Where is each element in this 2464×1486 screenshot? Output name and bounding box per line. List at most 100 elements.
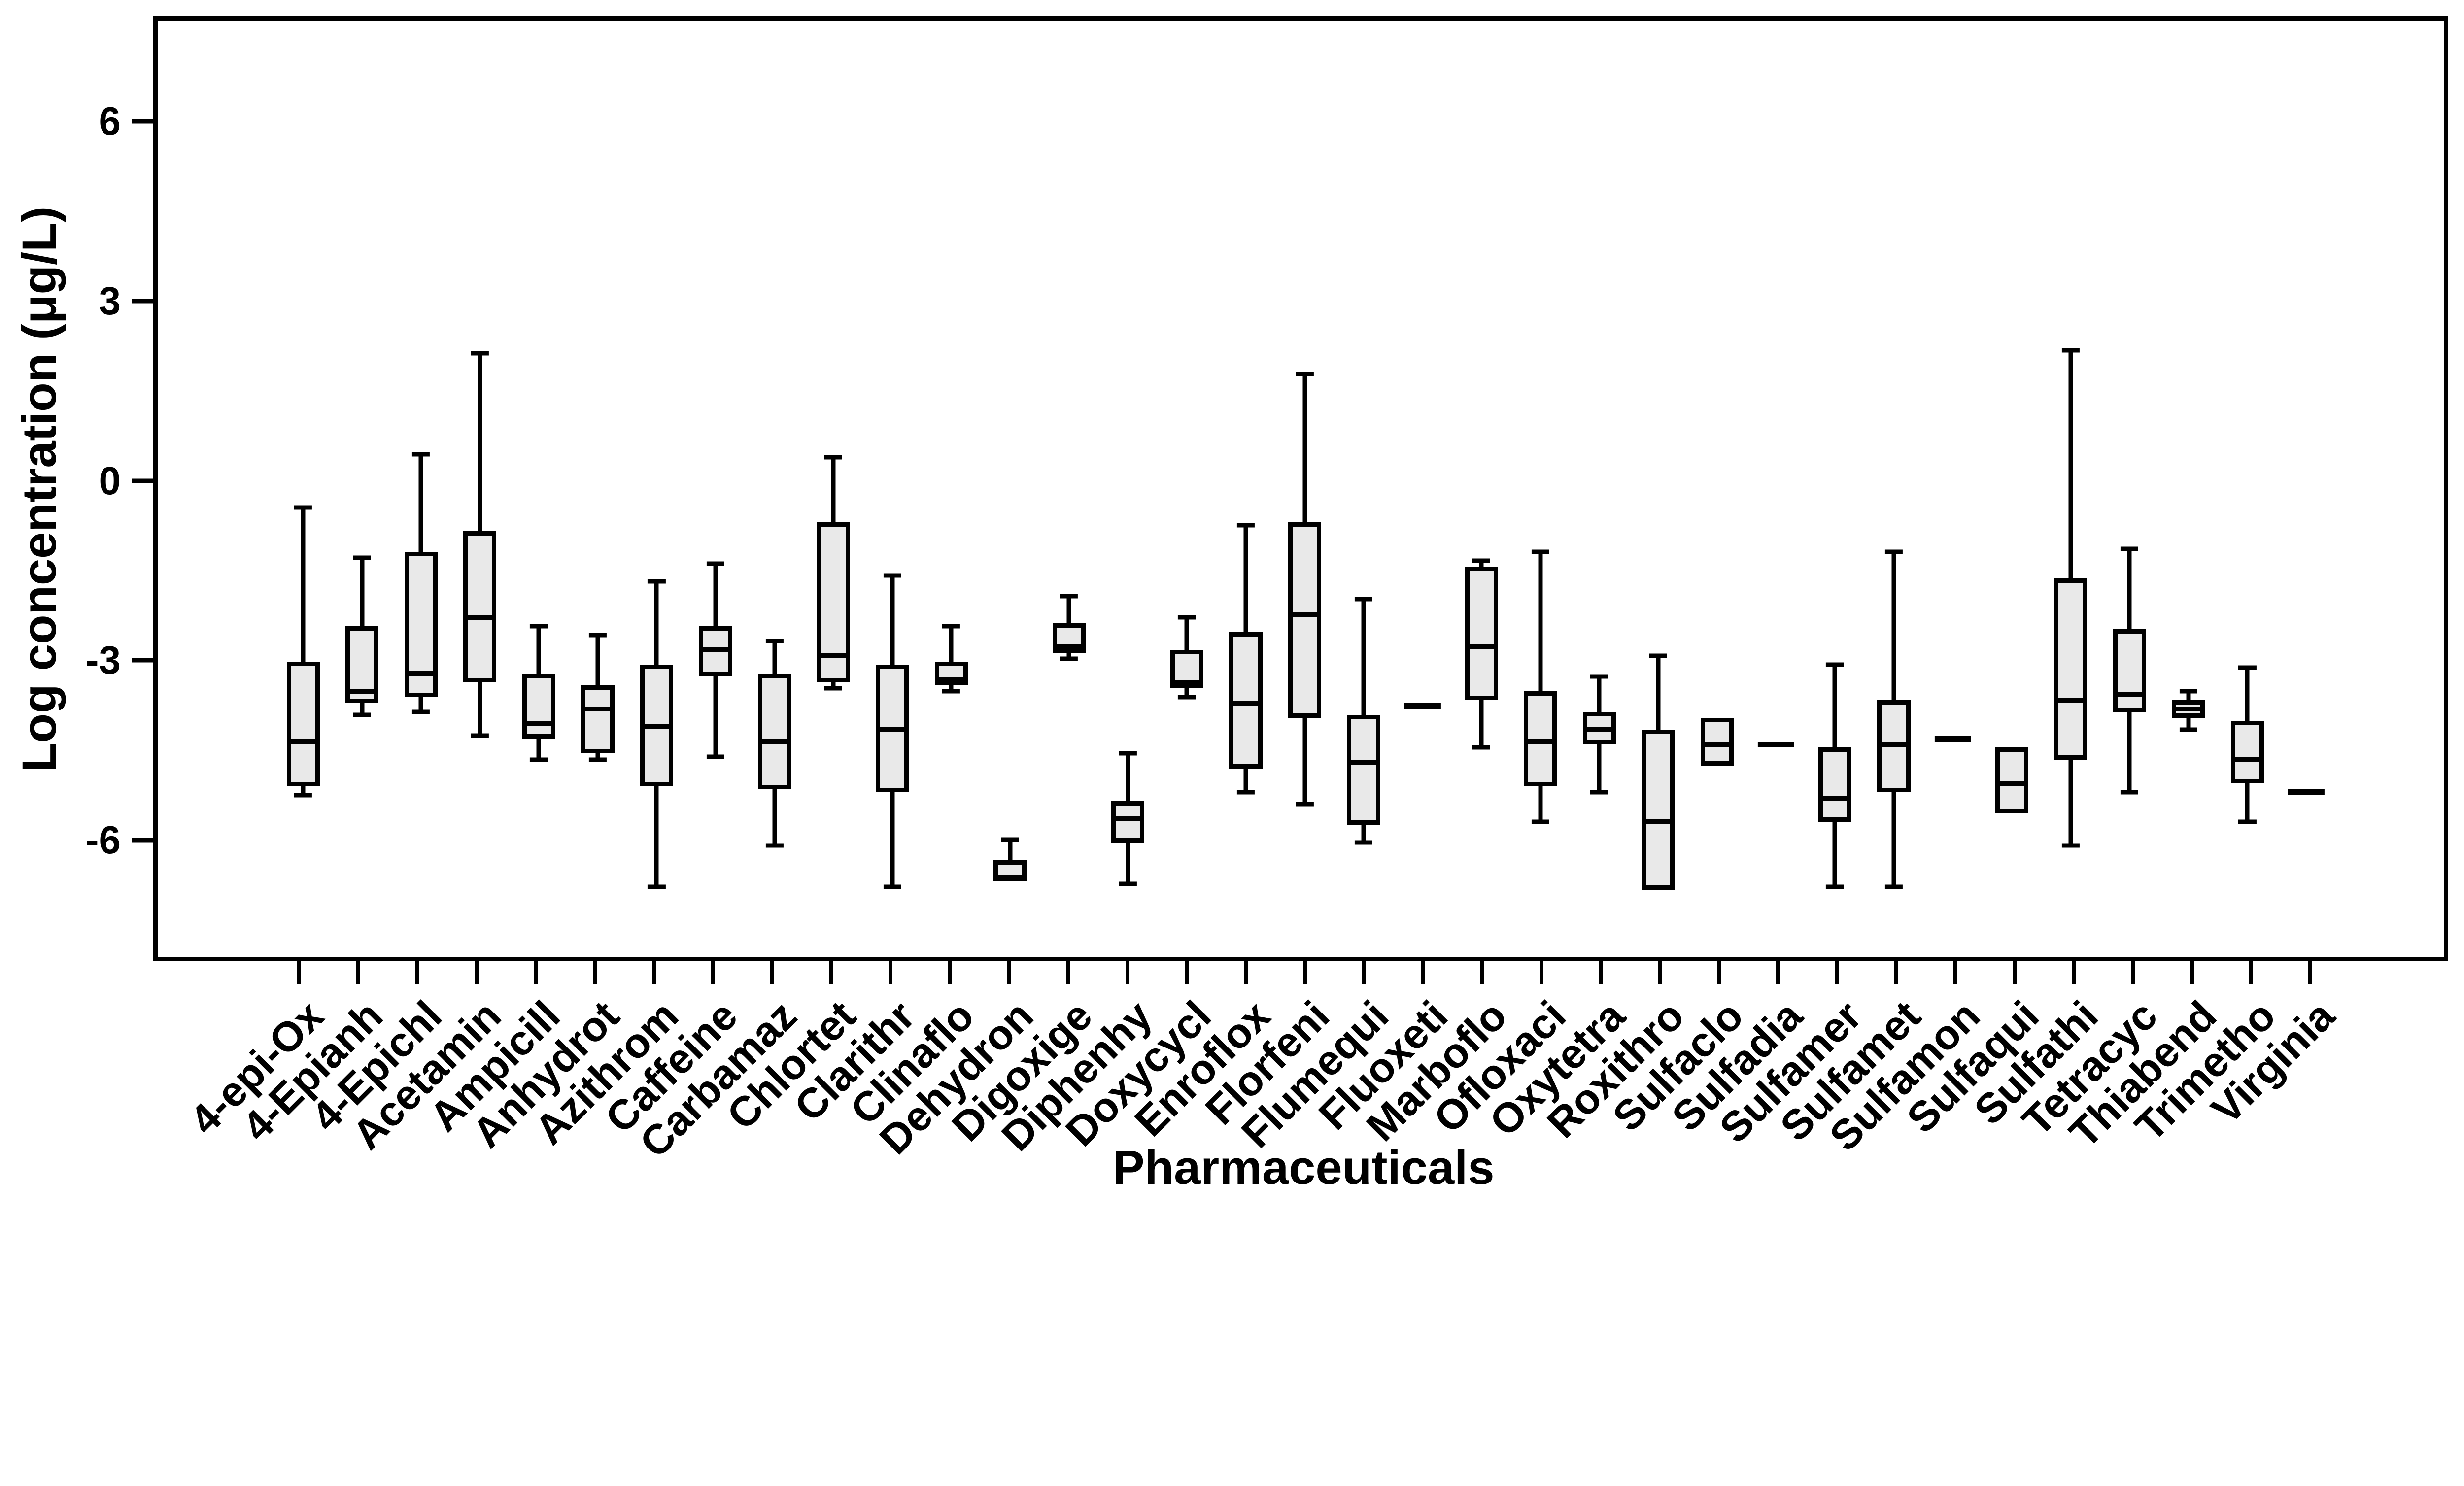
boxplot-Carbamaz-upper-whisker bbox=[772, 641, 777, 674]
boxplot-Tetracyc-upper-whisker bbox=[2127, 549, 2132, 629]
y-tick-label: -3 bbox=[85, 638, 121, 682]
boxplot-Sulfamer-median bbox=[1818, 795, 1852, 801]
boxplot-Enroflox-box bbox=[1229, 632, 1263, 769]
boxplot-Oxytetra-lower-whisker bbox=[1597, 744, 1602, 792]
boxplot-4-epi-Ox-lower-cap bbox=[294, 793, 312, 798]
boxplot-Clarithr-upper-cap bbox=[883, 573, 901, 578]
boxplot-Carbamaz-lower-whisker bbox=[772, 789, 777, 846]
boxplot-Sulfamet-upper-cap bbox=[1884, 549, 1903, 554]
boxplot-Tetracyc-upper-cap bbox=[2121, 546, 2139, 551]
boxplot-Roxithro-upper-cap bbox=[1649, 653, 1667, 658]
boxplot-Sulfathi-lower-whisker bbox=[2068, 759, 2073, 846]
boxplot-Digoxige-upper-cap bbox=[1060, 594, 1078, 599]
y-tick-mark bbox=[131, 658, 153, 663]
boxplot-Sulfamer-upper-cap bbox=[1826, 662, 1844, 667]
boxplot-Ofloxaci-box bbox=[1524, 691, 1557, 786]
x-tick-mark bbox=[1007, 961, 1011, 984]
boxplot-Diphenhy-median bbox=[1111, 816, 1145, 821]
x-tick-mark bbox=[415, 961, 420, 984]
boxplot-Flumequi-lower-cap bbox=[1354, 840, 1373, 845]
boxplot-Marboflo-box bbox=[1465, 567, 1498, 701]
boxplot-Caffeine-median bbox=[699, 647, 732, 652]
x-tick-mark bbox=[1835, 961, 1839, 984]
boxplot-Florfeni-upper-whisker bbox=[1302, 374, 1307, 522]
boxplot-Sulfamon-single-value bbox=[1934, 736, 1971, 742]
boxplot-Doxycycl-lower-cap bbox=[1178, 695, 1196, 700]
x-tick-mark bbox=[1776, 961, 1780, 984]
boxplot-Thiabend-lower-whisker bbox=[2186, 718, 2191, 730]
boxplot-Tetracyc-lower-whisker bbox=[2127, 712, 2132, 792]
x-tick-mark bbox=[2130, 961, 2135, 984]
boxplot-Florfeni-upper-cap bbox=[1296, 372, 1314, 376]
boxplot-Clinaflo-lower-cap bbox=[942, 689, 960, 694]
boxplot-Florfeni-box bbox=[1288, 522, 1322, 718]
x-tick-mark bbox=[593, 961, 597, 984]
boxplot-Sulfadia-single-value bbox=[1757, 742, 1795, 748]
boxplot-Acetamin-lower-cap bbox=[471, 733, 489, 738]
boxplot-Dehydron-median bbox=[993, 874, 1027, 879]
y-tick-mark bbox=[131, 478, 153, 483]
x-tick-mark bbox=[1657, 961, 1662, 984]
boxplot-Virginia-single-value bbox=[2288, 789, 2325, 795]
boxplot-Flumequi-upper-whisker bbox=[1361, 599, 1366, 715]
boxplot-Trimetho-upper-cap bbox=[2238, 665, 2257, 670]
boxplot-Clarithr-median bbox=[876, 727, 909, 733]
y-tick-mark bbox=[131, 838, 153, 843]
boxplot-Anhydrot-upper-whisker bbox=[595, 635, 600, 686]
boxplot-4-Epianh-median bbox=[345, 689, 379, 694]
boxplot-Sulfathi-lower-cap bbox=[2061, 843, 2080, 848]
boxplot-Clinaflo-median bbox=[934, 677, 968, 682]
boxplot-Caffeine-lower-cap bbox=[706, 754, 725, 759]
boxplot-figure: Log concentration (μg/L) Pharmaceuticals… bbox=[12, 16, 2448, 1195]
x-tick-mark bbox=[1894, 961, 1898, 984]
boxplot-Ampicill-box bbox=[522, 673, 555, 739]
x-tick-mark bbox=[297, 961, 302, 984]
boxplot-Thiabend-median bbox=[2172, 707, 2205, 712]
boxplot-Chlortet-median bbox=[817, 653, 850, 658]
boxplot-Clinaflo-upper-cap bbox=[942, 624, 960, 629]
x-tick-mark bbox=[475, 961, 479, 984]
y-tick-label: -6 bbox=[85, 817, 121, 862]
y-tick-label: 6 bbox=[99, 99, 121, 143]
boxplot-Flumequi-lower-whisker bbox=[1361, 824, 1366, 843]
boxplot-Sulfaqui-box bbox=[1995, 747, 2028, 813]
x-tick-mark bbox=[1362, 961, 1366, 984]
boxplot-Carbamaz-lower-cap bbox=[765, 843, 784, 848]
boxplot-Chlortet-lower-whisker bbox=[831, 682, 836, 689]
boxplot-Clarithr-lower-cap bbox=[883, 884, 901, 889]
boxplot-Marboflo-median bbox=[1465, 644, 1498, 649]
boxplot-Azithrom-upper-cap bbox=[648, 579, 666, 584]
boxplot-4-epi-Ox-median bbox=[286, 739, 320, 744]
boxplot-Diphenhy-box bbox=[1111, 801, 1145, 843]
boxplot-Marboflo-upper-whisker bbox=[1479, 561, 1484, 567]
x-tick-mark bbox=[829, 961, 834, 984]
boxplot-Caffeine-upper-cap bbox=[706, 561, 725, 566]
boxplot-4-Epianh-upper-cap bbox=[353, 555, 371, 560]
boxplot-Trimetho-median bbox=[2230, 757, 2264, 762]
boxplot-Caffeine-lower-whisker bbox=[713, 676, 718, 757]
boxplot-Acetamin-box bbox=[463, 531, 497, 682]
boxplot-4-Epianh-upper-whisker bbox=[360, 558, 365, 626]
boxplot-Ofloxaci-upper-whisker bbox=[1538, 552, 1543, 692]
boxplot-Sulfamer-box bbox=[1818, 747, 1852, 822]
boxplot-Chlortet-box bbox=[817, 522, 850, 683]
boxplot-Tetracyc-box bbox=[2113, 629, 2146, 712]
y-tick-label: 3 bbox=[99, 278, 121, 323]
boxplot-Sulfamet-median bbox=[1877, 742, 1911, 747]
boxplot-Azithrom-lower-whisker bbox=[654, 786, 659, 887]
boxplot-Florfeni-lower-whisker bbox=[1302, 718, 1307, 804]
boxplot-Doxycycl-median bbox=[1170, 680, 1204, 685]
boxplot-Oxytetra-median bbox=[1582, 727, 1616, 733]
boxplot-Enroflox-upper-cap bbox=[1236, 523, 1255, 528]
boxplot-Caffeine-upper-whisker bbox=[713, 564, 718, 626]
boxplot-Ampicill-lower-whisker bbox=[536, 739, 541, 760]
boxplot-Dehydron-upper-cap bbox=[1001, 837, 1019, 842]
x-tick-mark bbox=[2071, 961, 2076, 984]
x-tick-mark bbox=[1125, 961, 1129, 984]
boxplot-Oxytetra-lower-cap bbox=[1590, 790, 1608, 795]
x-tick-mark bbox=[1421, 961, 1425, 984]
boxplot-Flumequi-box bbox=[1347, 715, 1380, 825]
boxplot-Carbamaz-upper-cap bbox=[765, 639, 784, 643]
boxplot-Anhydrot-box bbox=[581, 685, 615, 754]
boxplot-Diphenhy-upper-whisker bbox=[1126, 753, 1130, 801]
